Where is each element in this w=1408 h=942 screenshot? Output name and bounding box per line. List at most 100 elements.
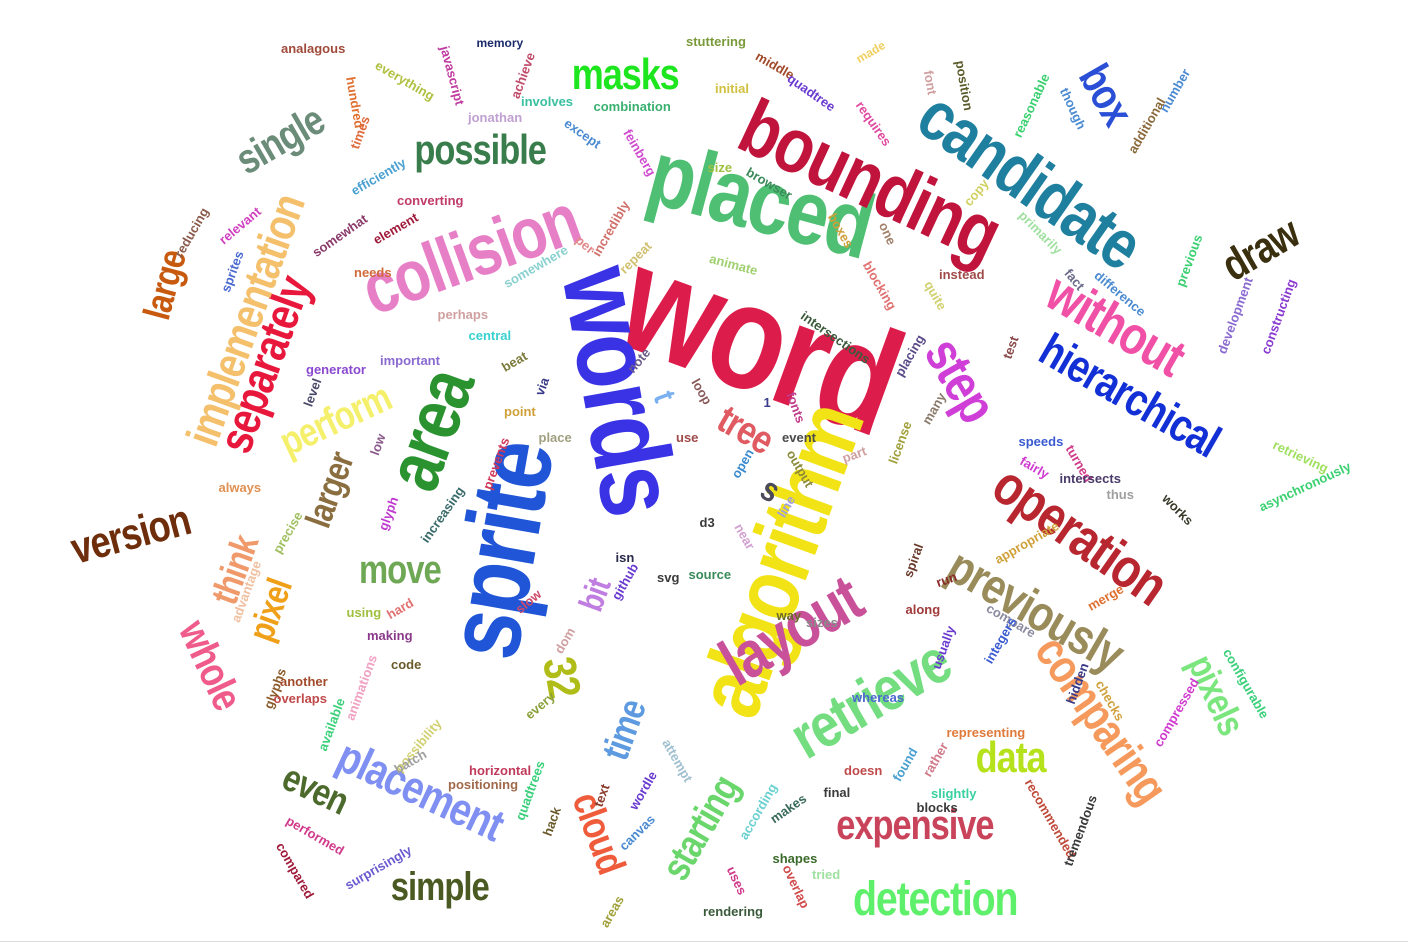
cloud-word: wordle [625,768,660,812]
cloud-word: reasonable [1009,70,1053,140]
cloud-word: combination [593,98,671,114]
cloud-word: works [1159,490,1197,528]
cloud-word: uses [723,863,750,897]
cloud-word: using [346,604,382,620]
cloud-word: quite [920,277,950,313]
cloud-word: github [608,560,642,602]
cloud-word: previous [1172,231,1206,289]
cloud-word: positioning [448,776,519,792]
cloud-word: slightly [931,785,977,801]
cloud-word: initial [715,80,749,96]
cloud-word: test [999,333,1022,361]
cloud-word: overlaps [273,690,327,706]
cloud-word: canvas [616,811,658,853]
cloud-word: reducing [170,204,212,260]
cloud-word: whole [169,612,252,717]
cloud-word: simple [390,865,490,909]
cloud-word: license [885,418,915,466]
cloud-word: code [391,656,422,672]
cloud-word: font [920,68,940,96]
cloud-word: open [727,445,757,481]
cloud-word: isn [615,549,635,565]
cloud-word: rather [919,739,951,779]
cloud-word: making [367,627,413,643]
cloud-word: retrieving [1270,436,1331,476]
cloud-word: single [227,95,332,184]
cloud-word: beat [498,347,530,375]
cloud-word: memory [476,36,524,50]
cloud-word: larger [296,446,362,533]
cloud-word: speeds [1018,433,1064,449]
cloud-word: d3 [699,514,715,530]
cloud-word: important [380,352,440,368]
cloud-word: 1 [763,394,771,410]
cloud-word: masks [571,50,680,99]
cloud-word: converting [397,192,464,208]
cloud-word: instead [939,266,985,282]
cloud-word: thus [1106,486,1134,502]
cloud-word: incredibly [588,197,633,259]
cloud-word: detection [853,873,1019,926]
cloud-word: another [280,673,328,689]
cloud-word: expensive [836,801,994,848]
cloud-word: rendering [703,903,763,919]
cloud-word: glyph [374,494,401,532]
cloud-word: except [560,115,604,151]
cloud-word: attempt [658,735,696,785]
cloud-word: involves [521,93,574,109]
cloud-word: sizes [806,614,838,630]
cloud-word: intersects [1059,470,1121,486]
cloud-word: compressed [1150,675,1202,749]
cloud-word: always [218,479,262,495]
cloud-word: final [823,784,851,800]
cloud-word: use [676,429,699,445]
cloud-word: overlap [779,861,813,911]
cloud-word: possible [414,126,546,173]
cloud-word: generator [306,361,366,377]
cloud-word: everything [372,57,438,103]
cloud-word: hack [539,804,564,838]
cloud-word: hard [384,594,417,622]
cloud-word: made [853,38,888,66]
cloud-word: point [504,403,536,419]
cloud-word: blocks [916,799,958,815]
cloud-word: central [468,327,512,343]
cloud-word: representing [946,724,1026,740]
cloud-word: constructing [1257,276,1299,356]
cloud-word: whereas [852,689,905,705]
cloud-word: draw [1213,208,1307,291]
cloud-word: analagous [281,40,346,56]
cloud-word: dom [550,624,578,656]
cloud-word: compared [273,839,318,901]
cloud-word: via [531,374,553,398]
cloud-word: found [889,744,921,784]
cloud-word: feinberg [619,126,659,178]
cloud-word: shapes [772,850,818,866]
cloud-word: version [65,495,195,574]
cloud-word: size [707,159,733,175]
cloud-word: areas [597,892,627,930]
cloud-word: tremendous [1060,792,1100,868]
cloud-word: stuttering [686,33,746,49]
cloud-word: time [594,694,655,766]
cloud-word: achieve [507,50,539,100]
cloud-word: doesn [844,762,883,778]
cloud-word: efficiently [347,154,408,198]
cloud-word: jonathan [468,109,523,125]
cloud-word: spiral [899,541,926,579]
cloud-word: along [905,601,941,617]
cloud-word: needs [354,264,392,280]
cloud-word: svg [657,569,680,585]
cloud-word: move [358,548,442,592]
cloud-word: perhaps [437,306,489,322]
cloud-word: animations [342,652,380,722]
cloud-word: event [782,429,816,445]
cloud-word: precise [269,508,306,556]
cloud-word: tried [812,866,841,882]
cloud-word: data [975,733,1046,782]
cloud-word: place [538,429,572,445]
cloud-word: source [688,566,732,582]
cloud-word: javascript [436,43,467,107]
cloud-word: way [776,607,802,623]
